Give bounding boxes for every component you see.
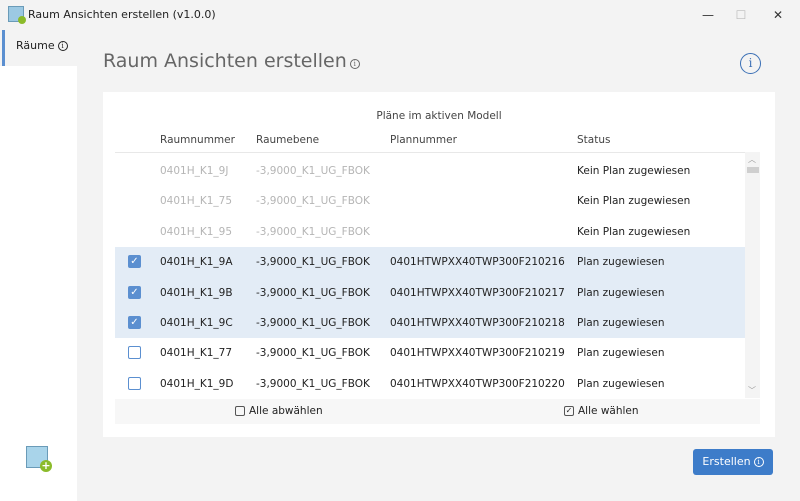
table-row[interactable]: ✓ 0401H_K1_9A -3,9000_K1_UG_FBOK 0401HTWPXX… — [115, 247, 745, 278]
row-checkbox[interactable]: ✓ — [128, 285, 141, 299]
checkbox-empty-icon — [235, 406, 245, 416]
cell-plannummer: 0401HTWPXX40TWP300F210216 — [390, 256, 565, 269]
cell-raumnummer: 0401H_K1_77 — [160, 347, 233, 360]
cell-raumebene: -3,9000_K1_UG_FBOK — [256, 225, 370, 238]
cell-raumnummer: 0401H_K1_9D — [160, 377, 234, 390]
create-label: Erstellen — [702, 455, 751, 468]
header-raumnummer[interactable]: Raumnummer — [160, 134, 235, 146]
cell-status: Plan zugewiesen — [577, 286, 665, 299]
info-button[interactable]: i — [740, 53, 761, 74]
create-button[interactable]: Erstellen i — [693, 449, 773, 475]
info-icon: i — [57, 41, 68, 51]
table-row[interactable]: 0401H_K1_75 -3,9000_K1_UG_FBOK Kein Plan z… — [115, 186, 745, 216]
table-body: 0401H_K1_9J -3,9000_K1_UG_FBOK Kein Plan z… — [115, 156, 745, 399]
sidebar — [0, 66, 77, 501]
scroll-up-icon[interactable]: ︿ — [748, 155, 756, 164]
cell-raumnummer: 0401H_K1_9C — [160, 316, 233, 329]
scroll-down-icon[interactable]: ﹀ — [748, 386, 756, 395]
cell-raumebene: -3,9000_K1_UG_FBOK — [256, 195, 370, 208]
sidebar-label: Räume — [16, 39, 55, 52]
header-status[interactable]: Status — [577, 134, 611, 146]
table-row[interactable]: 0401H_K1_9J -3,9000_K1_UG_FBOK Kein Plan z… — [115, 156, 745, 186]
scroll-thumb[interactable] — [747, 167, 759, 173]
cell-raumnummer: 0401H_K1_9A — [160, 256, 233, 269]
window-title: Raum Ansichten erstellen (v1.0.0) — [28, 8, 216, 21]
info-icon: i — [349, 59, 360, 69]
cell-status: Kein Plan zugewiesen — [577, 165, 691, 177]
title-bar: Raum Ansichten erstellen (v1.0.0) — ☐ ✕ — [0, 0, 800, 30]
cell-raumebene: -3,9000_K1_UG_FBOK — [256, 165, 370, 177]
minimize-button[interactable]: — — [702, 8, 714, 22]
selection-indicator — [2, 30, 5, 66]
cell-raumnummer: 0401H_K1_75 — [160, 195, 233, 208]
cell-plannummer: 0401HTWPXX40TWP300F210220 — [390, 377, 565, 390]
row-checkbox[interactable] — [128, 346, 141, 360]
header-divider — [115, 152, 760, 153]
header-raumebene[interactable]: Raumebene — [256, 134, 320, 146]
cell-plannummer: 0401HTWPXX40TWP300F210219 — [390, 347, 565, 360]
cell-status: Plan zugewiesen — [577, 256, 665, 269]
row-checkbox[interactable]: ✓ — [128, 255, 141, 269]
table-row[interactable]: ✓ 0401H_K1_9B -3,9000_K1_UG_FBOK 0401HTWPXX… — [115, 277, 745, 308]
row-checkbox[interactable]: ✓ — [128, 315, 141, 329]
close-button[interactable]: ✕ — [772, 8, 784, 22]
cell-raumnummer: 0401H_K1_9B — [160, 286, 233, 299]
cell-plannummer: 0401HTWPXX40TWP300F210218 — [390, 316, 565, 329]
info-icon: i — [753, 457, 764, 467]
page-title-text: Raum Ansichten erstellen — [103, 50, 347, 72]
select-all-button[interactable]: ✓ Alle wählen — [564, 405, 639, 417]
table-row[interactable]: 0401H_K1_95 -3,9000_K1_UG_FBOK Kein Plan z… — [115, 217, 745, 247]
page-title: Raum Ansichten erstellen i — [103, 50, 360, 72]
cell-status: Plan zugewiesen — [577, 347, 665, 360]
deselect-all-label: Alle abwählen — [249, 405, 323, 417]
cell-status: Kein Plan zugewiesen — [577, 225, 691, 238]
cell-status: Plan zugewiesen — [577, 316, 665, 329]
cell-raumebene: -3,9000_K1_UG_FBOK — [256, 316, 370, 329]
app-icon — [8, 6, 26, 24]
select-all-label: Alle wählen — [578, 405, 639, 417]
cell-plannummer: 0401HTWPXX40TWP300F210217 — [390, 286, 565, 299]
maximize-button[interactable]: ☐ — [735, 8, 747, 22]
cell-status: Plan zugewiesen — [577, 377, 665, 390]
plans-card: Pläne im aktiven Modell Raumnummer Raume… — [103, 92, 775, 437]
cell-raumnummer: 0401H_K1_95 — [160, 225, 233, 238]
cell-raumebene: -3,9000_K1_UG_FBOK — [256, 377, 370, 390]
cell-status: Kein Plan zugewiesen — [577, 195, 691, 208]
cell-raumebene: -3,9000_K1_UG_FBOK — [256, 256, 370, 269]
sidebar-item-label[interactable]: Räume i — [16, 39, 68, 52]
table-row[interactable]: ✓ 0401H_K1_9C -3,9000_K1_UG_FBOK 0401HTWPXX… — [115, 307, 745, 339]
cell-raumebene: -3,9000_K1_UG_FBOK — [256, 347, 370, 360]
scrollbar[interactable]: ︿ ﹀ — [745, 152, 760, 398]
table-row[interactable]: 0401H_K1_9D -3,9000_K1_UG_FBOK 0401HTWPXX4… — [115, 369, 745, 399]
table-row[interactable]: 0401H_K1_77 -3,9000_K1_UG_FBOK 0401HTWPXX4… — [115, 338, 745, 368]
table-caption: Pläne im aktiven Modell — [376, 110, 502, 122]
app-logo-icon — [26, 446, 52, 472]
cell-raumnummer: 0401H_K1_9J — [160, 165, 229, 177]
deselect-all-button[interactable]: Alle abwählen — [235, 405, 323, 417]
checkbox-checked-icon: ✓ — [564, 406, 574, 416]
cell-raumebene: -3,9000_K1_UG_FBOK — [256, 286, 370, 299]
row-checkbox[interactable] — [128, 376, 141, 390]
table-footer: Alle abwählen ✓ Alle wählen — [115, 399, 760, 424]
header-plannummer[interactable]: Plannummer — [390, 134, 457, 146]
